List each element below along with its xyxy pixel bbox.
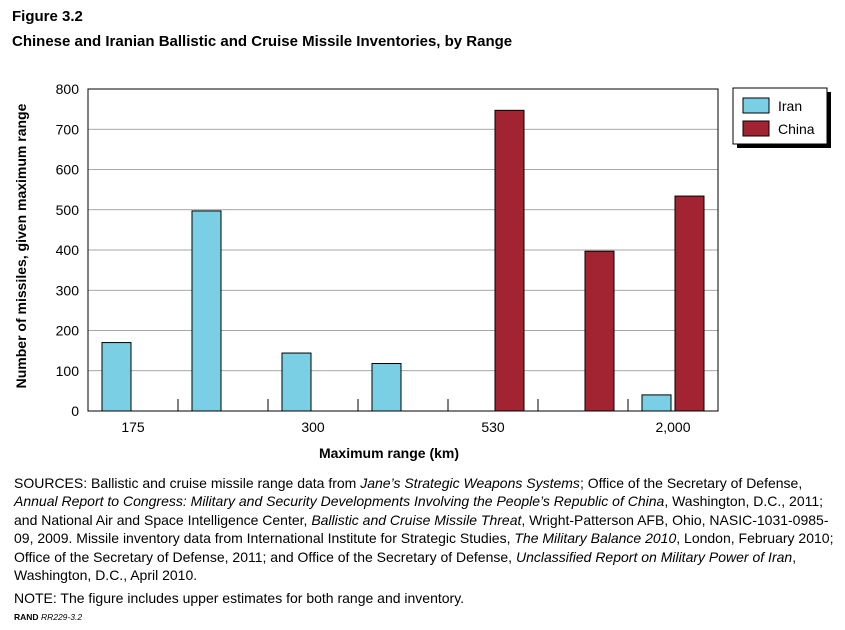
y-tick-label: 500 bbox=[56, 202, 80, 218]
legend-label-iran: Iran bbox=[778, 98, 802, 114]
credit-org: RAND bbox=[14, 612, 39, 622]
source-title: Unclassified Report on Military Power of… bbox=[515, 548, 793, 565]
bar-iran bbox=[101, 342, 132, 412]
grid-lines bbox=[88, 128, 718, 372]
bar-iran bbox=[191, 210, 222, 412]
bar-iran bbox=[281, 352, 312, 412]
y-tick-label: 400 bbox=[56, 242, 80, 258]
y-tick-label: 100 bbox=[56, 363, 80, 379]
bar-china bbox=[494, 109, 525, 412]
figure-label: Figure 3.2 bbox=[12, 8, 83, 25]
source-title: Annual Report to Congress: Military and … bbox=[14, 493, 665, 510]
bar-china bbox=[674, 195, 705, 412]
x-tick-label: 300 bbox=[301, 419, 325, 435]
legend-label-china: China bbox=[778, 121, 815, 137]
y-tick-label: 600 bbox=[56, 162, 80, 178]
x-tick-label: 2,000 bbox=[655, 419, 690, 435]
source-text: ; Office of the Secretary of Defense, bbox=[579, 475, 803, 491]
bar-iran bbox=[641, 394, 672, 412]
x-tick-label: 175 bbox=[121, 419, 145, 435]
source-text: SOURCES: Ballistic and cruise missile ra… bbox=[14, 475, 361, 491]
legend-swatch-iran bbox=[742, 97, 770, 114]
y-tick-label: 700 bbox=[56, 121, 80, 137]
legend: Iran China bbox=[732, 87, 831, 148]
source-text: , London, February 2010; Office of the S… bbox=[14, 530, 834, 565]
bars bbox=[101, 109, 705, 412]
y-tick-label: 300 bbox=[56, 282, 80, 298]
bar-iran bbox=[371, 363, 402, 412]
credit-line: RAND RR229-3.2 bbox=[14, 612, 82, 622]
y-tick-label: 200 bbox=[56, 323, 80, 339]
bar-chart: 0 100 200 300 400 500 600 700 800 175 300 530 2,000 M… bbox=[13, 81, 831, 461]
credit-id: RR229-3.2 bbox=[40, 612, 83, 622]
sources-text: SOURCES: Ballistic and cruise missile ra… bbox=[14, 474, 834, 584]
y-tick-label: 0 bbox=[71, 403, 79, 419]
plot-frame bbox=[87, 88, 719, 412]
note-text: NOTE: The figure includes upper estimate… bbox=[14, 590, 465, 606]
chart-title: Chinese and Iranian Ballistic and Cruise… bbox=[12, 33, 513, 50]
source-text: , Washington, D.C., April 2010. bbox=[14, 548, 797, 584]
y-axis-label: Number of missiles, given maximum range bbox=[13, 103, 29, 388]
source-title: Jane’s Strategic Weapons Systems bbox=[360, 475, 580, 491]
x-axis-label: Maximum range (km) bbox=[319, 445, 459, 461]
y-tick-label: 800 bbox=[56, 81, 80, 97]
x-tick-label: 530 bbox=[481, 419, 505, 435]
source-title: The Military Balance 2010 bbox=[514, 530, 677, 547]
source-text: , Wright-Patterson AFB, Ohio, NASIC-1031… bbox=[14, 511, 829, 547]
source-text: , Washington, D.C., 2011; and National A… bbox=[14, 493, 824, 528]
axes: 0 100 200 300 400 500 600 700 800 175 300 530 2,000 M… bbox=[13, 81, 719, 461]
legend-swatch-china bbox=[742, 120, 770, 137]
bar-china bbox=[584, 250, 615, 412]
source-title: Ballistic and Cruise Missile Threat bbox=[311, 511, 522, 528]
